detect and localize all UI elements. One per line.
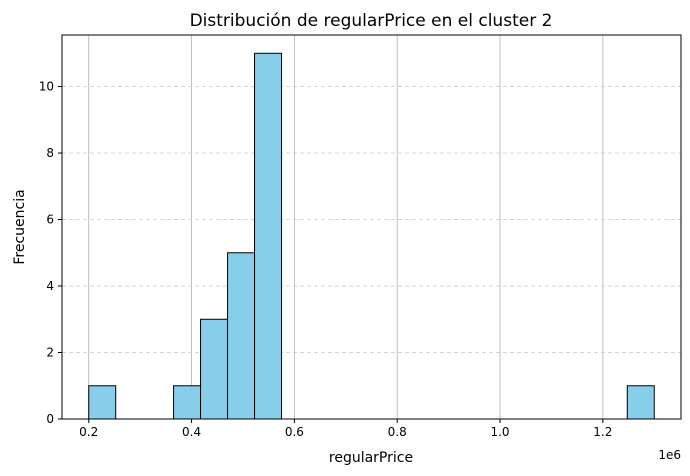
x-tick-label: 1.2 xyxy=(593,425,612,439)
grid-lines xyxy=(62,35,681,420)
histogram-bar xyxy=(254,52,283,420)
y-tick-label: 0 xyxy=(46,412,54,426)
x-axis-ticks: 0.2 0.4 0.6 0.8 1.0 1.2 xyxy=(79,419,612,439)
y-tick-label: 6 xyxy=(46,213,54,227)
histogram-bar xyxy=(173,385,202,420)
histogram-bar xyxy=(200,318,229,420)
y-tick-label: 10 xyxy=(39,80,54,94)
y-tick-label: 8 xyxy=(46,146,54,160)
x-tick-label: 0.8 xyxy=(388,425,407,439)
histogram-bar xyxy=(88,385,117,420)
y-axis-ticks: 0 2 4 6 8 10 xyxy=(39,80,62,426)
histogram-bar xyxy=(626,385,655,420)
x-tick-label: 0.6 xyxy=(285,425,304,439)
x-tick-label: 0.2 xyxy=(79,425,98,439)
y-axis-label: Frecuencia xyxy=(12,189,28,264)
x-axis-multiplier: 1e6 xyxy=(658,448,681,462)
x-axis-label: regularPrice xyxy=(329,450,413,466)
chart-title: Distribución de regularPrice en el clust… xyxy=(190,11,553,31)
histogram-bars xyxy=(88,52,655,420)
histogram-bar xyxy=(227,252,256,420)
y-tick-label: 4 xyxy=(46,279,54,293)
x-tick-label: 0.4 xyxy=(182,425,201,439)
y-tick-label: 2 xyxy=(46,346,54,360)
plot-frame xyxy=(61,34,682,420)
x-tick-label: 1.0 xyxy=(490,425,509,439)
